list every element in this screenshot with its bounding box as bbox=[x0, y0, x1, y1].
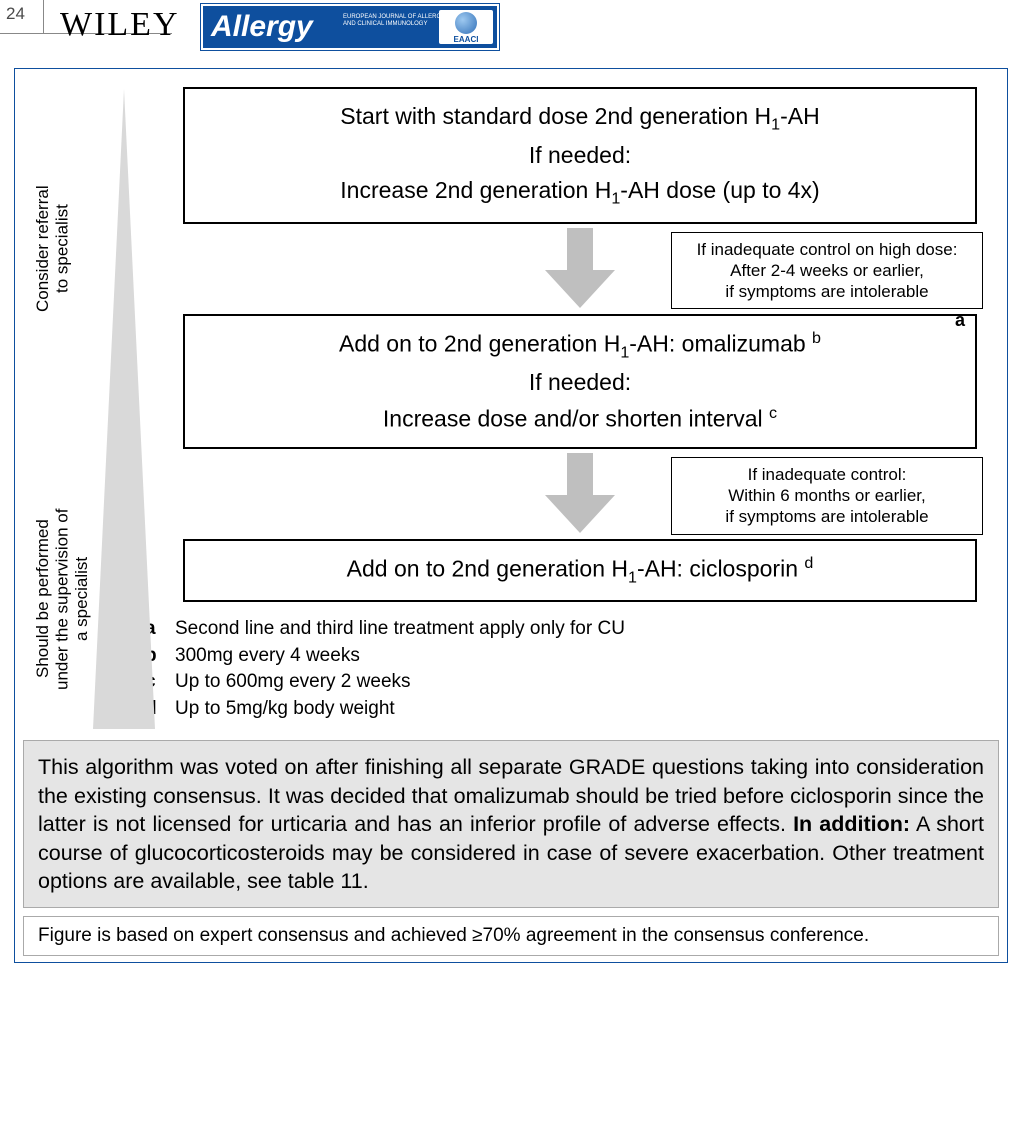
page-number: 24 bbox=[0, 0, 44, 34]
footnote-text: 300mg every 4 weeks bbox=[175, 643, 360, 670]
side-label-upper: Consider referralto specialist bbox=[33, 149, 72, 349]
publisher-logo: WILEY bbox=[60, 6, 180, 44]
step1-line1-post: -AH bbox=[780, 103, 820, 129]
globe-icon bbox=[455, 12, 477, 34]
step-box-1: Start with standard dose 2nd generation … bbox=[183, 87, 977, 224]
cond1-l3: if symptoms are intolerable bbox=[682, 281, 972, 302]
footnotes: a Second line and third line treatment a… bbox=[145, 616, 985, 722]
gradient-wedge bbox=[93, 89, 155, 729]
step2-line1-post: -AH: omalizumab bbox=[629, 330, 812, 356]
cond2-l3: if symptoms are intolerable bbox=[682, 506, 972, 527]
figure-container: Consider referralto specialist Should be… bbox=[14, 68, 1008, 963]
step-box-2: Add on to 2nd generation H1-AH: omalizum… bbox=[183, 314, 977, 449]
flowchart: Start with standard dose 2nd generation … bbox=[183, 87, 977, 602]
condition-box-2: If inadequate control: Within 6 months o… bbox=[671, 457, 983, 535]
figure-body: Consider referralto specialist Should be… bbox=[15, 69, 1007, 736]
footnote-b: b 300mg every 4 weeks bbox=[145, 643, 985, 670]
footnote-text: Second line and third line treatment app… bbox=[175, 616, 625, 643]
side-label-lower: Should be performedunder the supervision… bbox=[33, 459, 92, 739]
step2-line1-pre: Add on to 2nd generation H bbox=[339, 330, 620, 356]
step3-line1-pre: Add on to 2nd generation H bbox=[347, 555, 628, 581]
cond2-l2: Within 6 months or earlier, bbox=[682, 485, 972, 506]
consensus-note: Figure is based on expert consensus and … bbox=[23, 916, 999, 956]
step1-line1-sub: 1 bbox=[771, 116, 780, 134]
cond1-l1: If inadequate control on high dose: bbox=[682, 239, 972, 260]
explainer-box: This algorithm was voted on after finish… bbox=[23, 740, 999, 908]
step1-line3-pre: Increase 2nd generation H bbox=[340, 177, 611, 203]
explainer-bold: In addition: bbox=[793, 812, 910, 836]
step2-line2: If needed: bbox=[203, 365, 957, 401]
footnote-a: a Second line and third line treatment a… bbox=[145, 616, 985, 643]
step1-line3-sub: 1 bbox=[611, 190, 620, 208]
down-arrow-icon bbox=[545, 228, 615, 308]
journal-subtitle: EUROPEAN JOURNAL OF ALLERGYAND CLINICAL … bbox=[343, 14, 445, 27]
journal-title: Allergy bbox=[211, 10, 313, 44]
org-badge: EAACI bbox=[439, 10, 493, 44]
step2-marker-a: a bbox=[955, 310, 965, 331]
down-arrow-icon bbox=[545, 453, 615, 533]
footnote-text: Up to 600mg every 2 weeks bbox=[175, 669, 411, 696]
step3-line1-post: -AH: ciclosporin bbox=[637, 555, 804, 581]
cond1-l2: After 2-4 weeks or earlier, bbox=[682, 260, 972, 281]
footnote-d: d Up to 5mg/kg body weight bbox=[145, 696, 985, 723]
step1-line3-post: -AH dose (up to 4x) bbox=[620, 177, 819, 203]
step-box-3: Add on to 2nd generation H1-AH: ciclospo… bbox=[183, 539, 977, 602]
step2-line3-sup: c bbox=[769, 404, 777, 422]
footnote-text: Up to 5mg/kg body weight bbox=[175, 696, 395, 723]
step3-line1-sup: d bbox=[804, 554, 813, 572]
condition-box-1: If inadequate control on high dose: Afte… bbox=[671, 232, 983, 310]
step1-line2: If needed: bbox=[203, 138, 957, 174]
cond2-l1: If inadequate control: bbox=[682, 464, 972, 485]
footnote-c: c Up to 600mg every 2 weeks bbox=[145, 669, 985, 696]
journal-badge: Allergy EUROPEAN JOURNAL OF ALLERGYAND C… bbox=[200, 3, 500, 51]
step3-line1-sub: 1 bbox=[628, 568, 637, 586]
step2-line1-sup: b bbox=[812, 329, 821, 347]
step2-line1-sub: 1 bbox=[620, 343, 629, 361]
step2-line3: Increase dose and/or shorten interval bbox=[383, 405, 769, 431]
step1-line1-pre: Start with standard dose 2nd generation … bbox=[340, 103, 771, 129]
arrow-row-1: If inadequate control on high dose: Afte… bbox=[183, 224, 977, 314]
arrow-row-2: If inadequate control: Within 6 months o… bbox=[183, 449, 977, 539]
page-header: 24 WILEY Allergy EUROPEAN JOURNAL OF ALL… bbox=[0, 0, 1022, 56]
org-badge-label: EAACI bbox=[454, 35, 479, 44]
